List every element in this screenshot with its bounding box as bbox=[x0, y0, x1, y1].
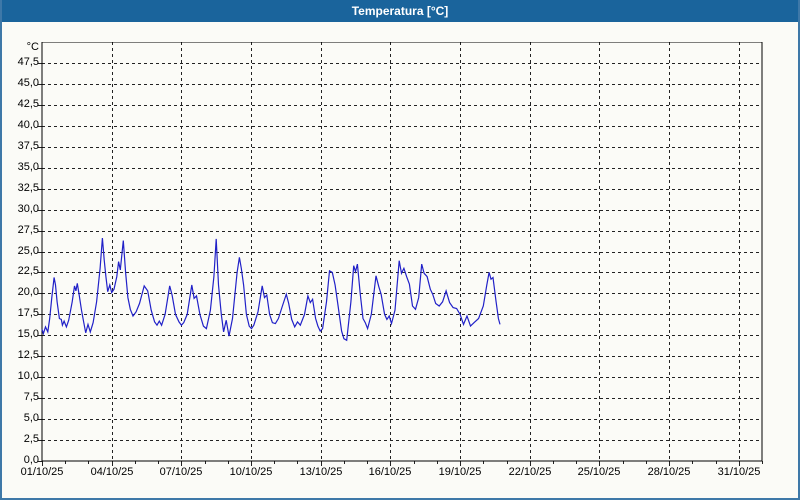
y-tick-label: 17,5 bbox=[17, 307, 39, 319]
x-tick-label: 04/10/25 bbox=[90, 466, 134, 478]
y-tick-label: 45,0 bbox=[17, 77, 39, 89]
y-tick-label: 15,0 bbox=[17, 328, 39, 340]
x-tick-label: 07/10/25 bbox=[159, 466, 203, 478]
y-tick-label: 42,5 bbox=[17, 98, 39, 110]
x-tick-label: 22/10/25 bbox=[508, 466, 552, 478]
x-tick-label: 31/10/25 bbox=[717, 466, 761, 478]
x-tick-label: 01/10/25 bbox=[20, 466, 64, 478]
y-tick-label: 40,0 bbox=[17, 119, 39, 131]
y-tick-label: 20,0 bbox=[17, 286, 39, 298]
grid-lines bbox=[42, 42, 762, 461]
y-tick-label: 25,0 bbox=[17, 245, 39, 257]
y-tick-label: 30,0 bbox=[17, 203, 39, 215]
plot-area bbox=[38, 42, 763, 466]
temperature-line bbox=[41, 238, 501, 342]
y-tick-label: 2,5 bbox=[23, 433, 39, 445]
y-tick-label: 32,5 bbox=[17, 182, 39, 194]
y-tick-label: 0,0 bbox=[23, 454, 39, 466]
y-tick-label: 5,0 bbox=[23, 412, 39, 424]
y-tick-label: 10,0 bbox=[17, 370, 39, 382]
y-tick-label: 35,0 bbox=[17, 161, 39, 173]
title-bar: Temperatura [°C] bbox=[2, 0, 798, 22]
x-tick-label: 25/10/25 bbox=[577, 466, 621, 478]
page-title: Temperatura [°C] bbox=[351, 4, 449, 18]
x-tick-label: 19/10/25 bbox=[438, 466, 482, 478]
y-axis-unit-label: °C bbox=[26, 41, 39, 53]
y-tick-label: 27,5 bbox=[17, 224, 39, 236]
y-tick-label: 12,5 bbox=[17, 349, 39, 361]
x-tick-label: 16/10/25 bbox=[368, 466, 412, 478]
y-tick-label: 22,5 bbox=[17, 265, 39, 277]
y-tick-label: 7,5 bbox=[23, 391, 39, 403]
plot-border bbox=[41, 42, 763, 462]
x-tick-label: 13/10/25 bbox=[299, 466, 343, 478]
y-tick-label: 37,5 bbox=[17, 140, 39, 152]
x-tick-label: 10/10/25 bbox=[229, 466, 273, 478]
x-tick-label: 28/10/25 bbox=[647, 466, 691, 478]
y-tick-label: 47,5 bbox=[17, 56, 39, 68]
